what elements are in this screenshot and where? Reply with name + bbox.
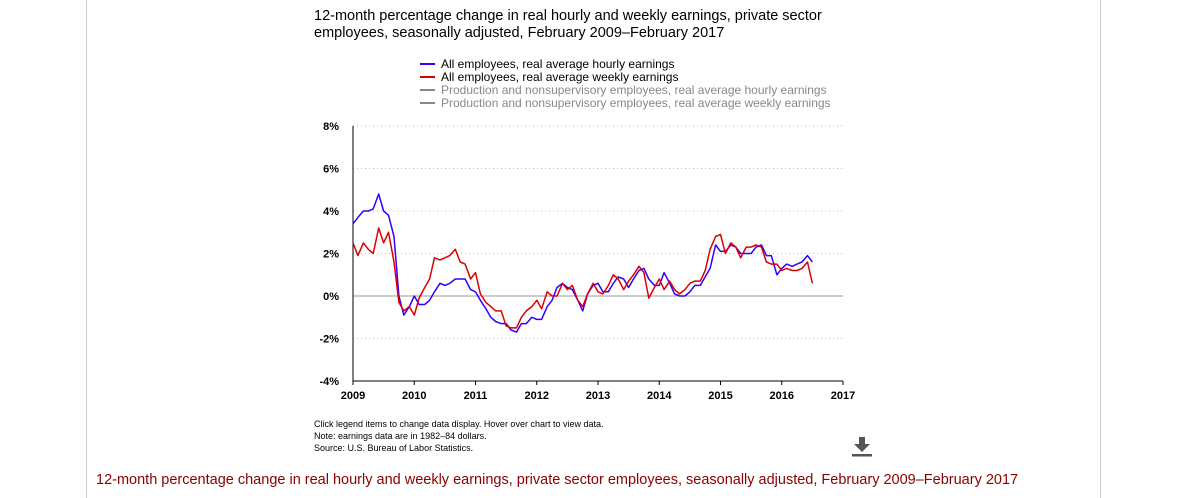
x-tick-label: 2016 [770,390,794,402]
legend-item-weekly-all[interactable]: All employees, real average weekly earni… [420,71,831,84]
note-dollars: Note: earnings data are in 1982–84 dolla… [314,431,487,441]
download-icon[interactable] [850,435,874,457]
content-frame [86,0,1101,498]
chart-legend: All employees, real average hourly earni… [420,58,831,110]
y-tick-label: 6% [323,164,339,176]
legend-label: Production and nonsupervisory employees,… [441,83,827,97]
x-tick-label: 2010 [402,390,426,402]
legend-swatch-blue [420,62,435,65]
legend-label: All employees, real average hourly earni… [441,57,675,71]
y-tick-label: 8% [323,121,339,133]
x-tick-label: 2011 [464,390,488,402]
legend-item-hourly-production[interactable]: Production and nonsupervisory employees,… [420,84,831,97]
legend-label: All employees, real average weekly earni… [441,70,679,84]
series-line-1 [352,227,814,329]
legend-item-weekly-production[interactable]: Production and nonsupervisory employees,… [420,97,831,110]
note-source: Source: U.S. Bureau of Labor Statistics. [314,443,474,453]
y-tick-label: 2% [323,249,339,261]
x-tick-label: 2012 [525,390,549,402]
note-instructions: Click legend items to change data displa… [314,419,604,429]
x-tick-label: 2015 [708,390,732,402]
y-tick-label: 4% [323,206,339,218]
legend-item-hourly-all[interactable]: All employees, real average hourly earni… [420,58,831,71]
chart-notes: Click legend items to change data displa… [314,418,603,454]
series-line-0 [352,193,813,333]
legend-label: Production and nonsupervisory employees,… [441,96,831,110]
y-tick-label: -4% [319,376,339,388]
y-tick-label: 0% [323,291,339,303]
x-tick-label: 2013 [586,390,610,402]
section-title: 12-month percentage change in real hourl… [96,472,1019,488]
line-chart[interactable]: 8% 6% 4% 2% 0% -2% -4%2009 2010 2011 2012 2013 2014… [0,0,1192,480]
legend-swatch-gray [420,101,435,104]
legend-swatch-red [420,75,435,78]
chart-title: 12-month percentage change in real hourl… [314,8,822,41]
x-tick-label: 2014 [647,390,672,402]
legend-swatch-gray [420,88,435,91]
y-tick-label: -2% [319,334,339,346]
x-tick-label: 2017 [831,390,855,402]
x-tick-label: 2009 [341,390,365,402]
